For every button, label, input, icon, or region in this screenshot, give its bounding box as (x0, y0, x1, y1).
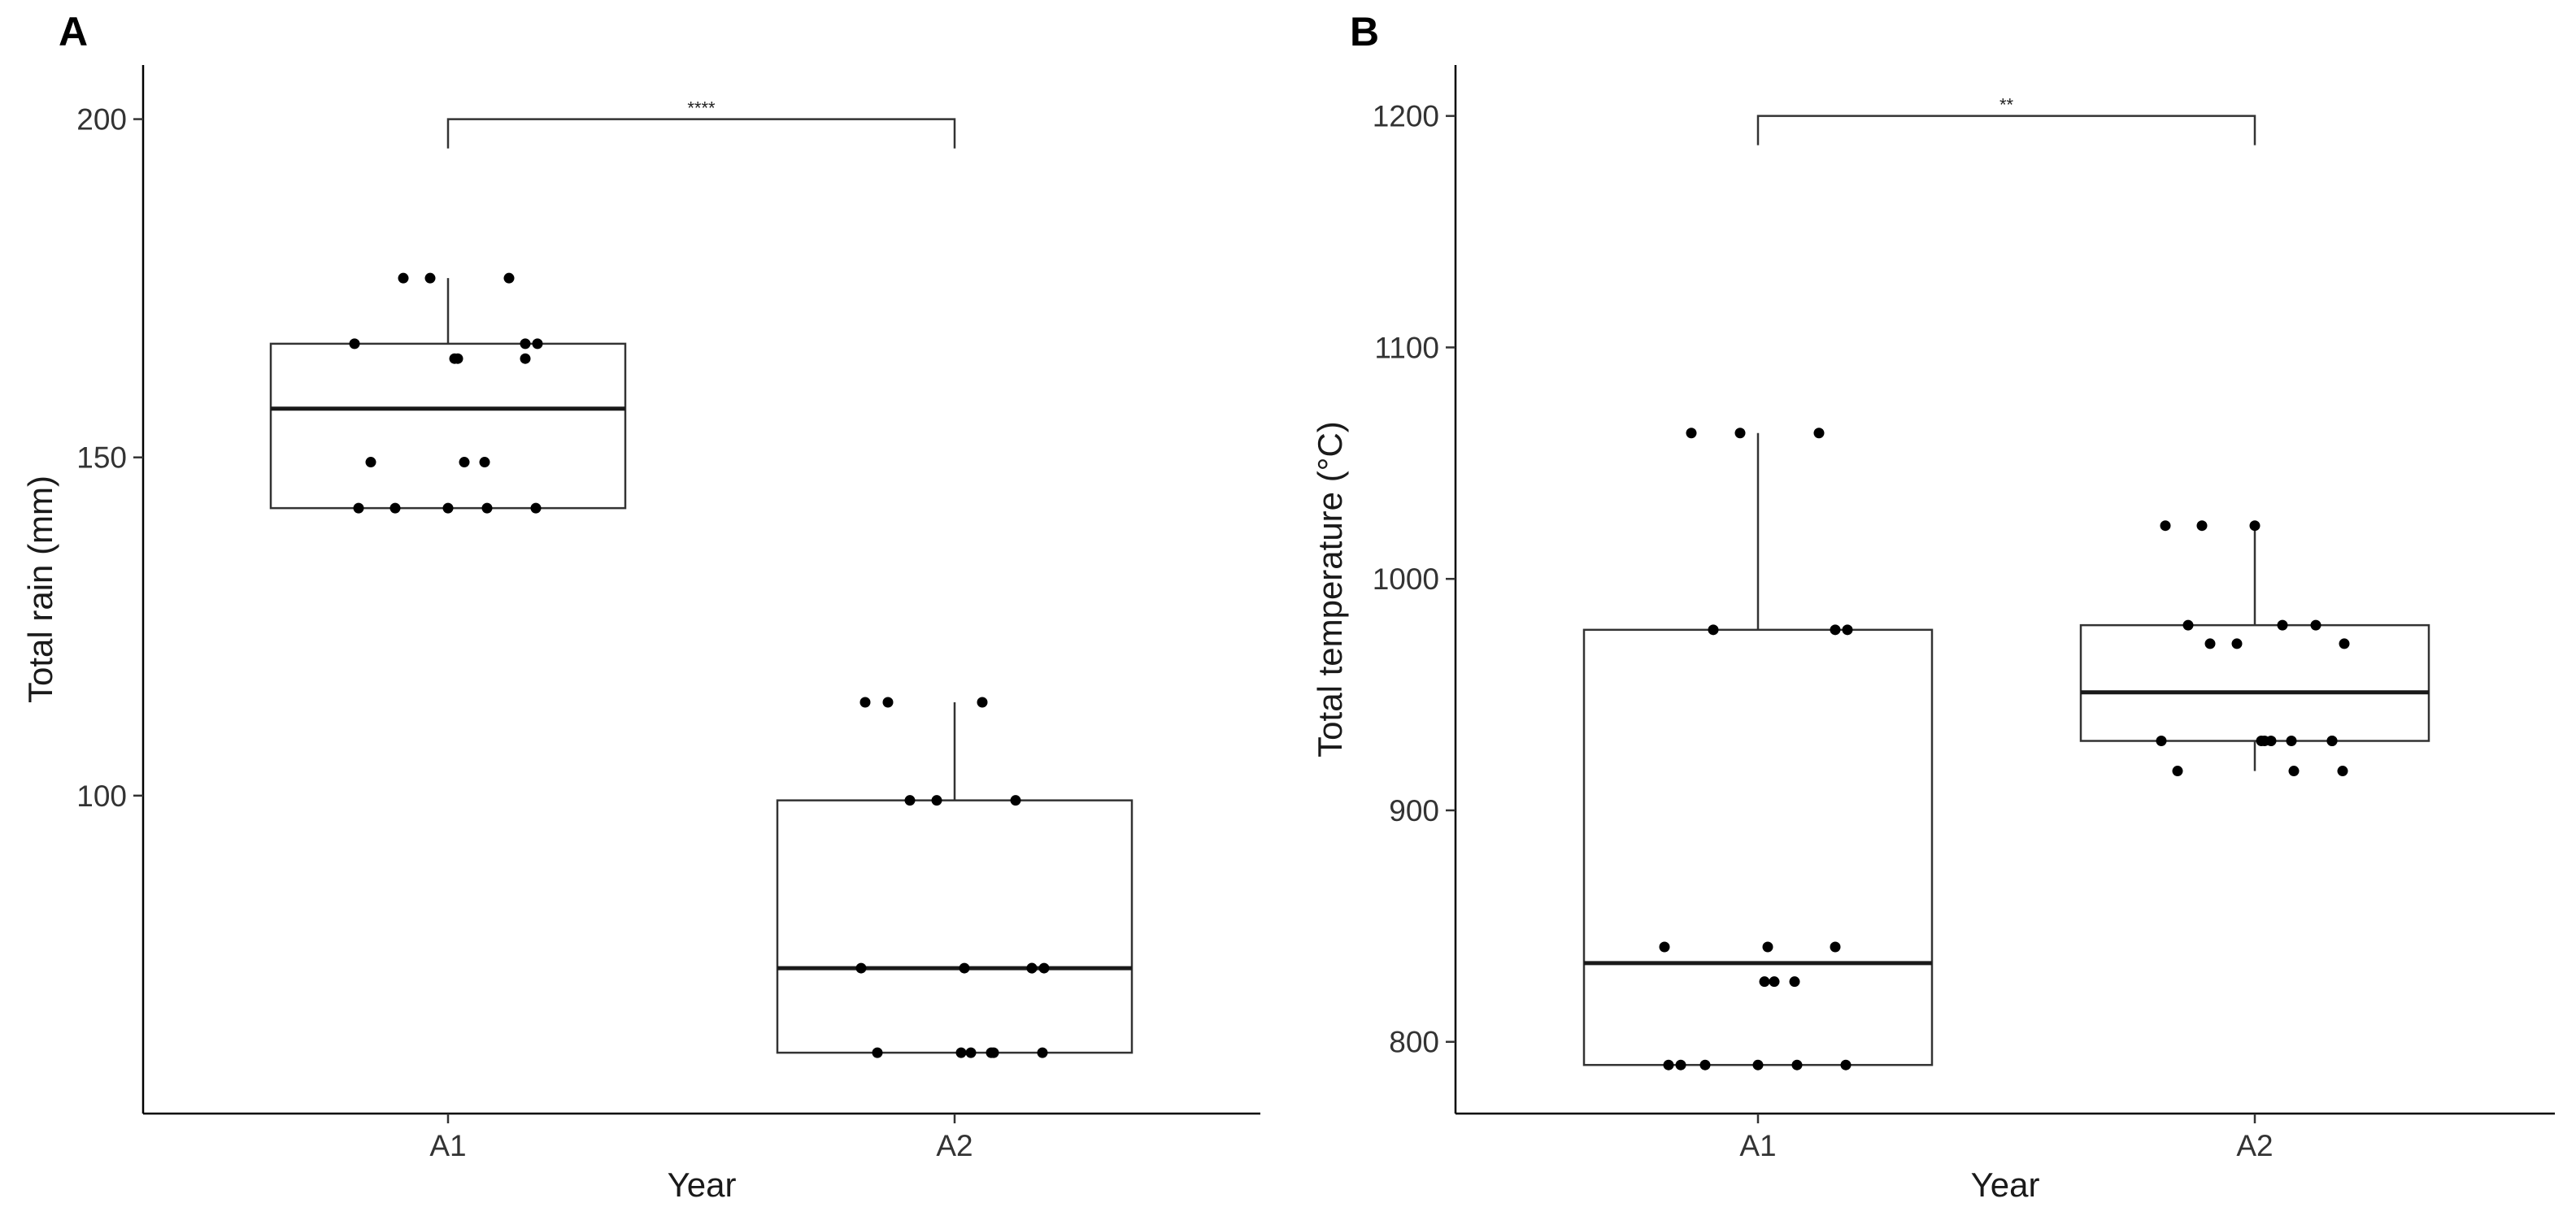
panel-label: B (1350, 9, 1379, 54)
data-point (2277, 619, 2288, 631)
box-body (776, 799, 1134, 1054)
data-point (2231, 638, 2243, 649)
data-point (1769, 976, 1780, 988)
y-tick-label: 150 (76, 441, 127, 475)
data-point (481, 502, 493, 514)
data-point (2160, 520, 2171, 532)
box-a2 (2079, 525, 2430, 771)
x-tick-label: A2 (2236, 1129, 2273, 1162)
data-point (1762, 941, 1773, 953)
data-point (1037, 1047, 1048, 1058)
data-point (1830, 624, 1841, 636)
data-point (882, 697, 894, 708)
y-tick-label: 100 (76, 780, 127, 813)
data-point (1791, 1059, 1803, 1070)
data-point (1699, 1059, 1711, 1070)
data-point (1842, 624, 1853, 636)
data-point (365, 457, 376, 468)
data-point (2288, 766, 2300, 777)
panel-label: A (59, 9, 88, 54)
data-point (2339, 638, 2350, 649)
data-point (398, 272, 409, 284)
data-point (479, 457, 490, 468)
data-point (2196, 520, 2208, 532)
data-point (2156, 736, 2167, 747)
data-point (955, 1047, 967, 1058)
y-axis-title: Total temperature (°C) (1311, 421, 1349, 758)
data-point (1813, 428, 1825, 439)
significance-bracket (1756, 115, 2256, 145)
y-tick-label: 800 (1389, 1026, 1439, 1059)
x-tick-label: A2 (936, 1129, 973, 1162)
y-tick-label: 1200 (1373, 100, 1439, 133)
data-point (1708, 624, 1719, 636)
data-point (965, 1047, 977, 1058)
data-point (1789, 976, 1800, 988)
data-point (2249, 520, 2261, 532)
data-point (2337, 766, 2348, 777)
data-point (353, 502, 364, 514)
y-tick-label: 1100 (1374, 331, 1439, 364)
significance-bracket (446, 118, 956, 149)
data-point (459, 457, 470, 468)
y-tick-label: 1000 (1373, 562, 1439, 596)
data-point (1663, 1059, 1674, 1070)
box-a1 (1582, 432, 1934, 1066)
data-point (1659, 941, 1670, 953)
data-point (1675, 1059, 1686, 1070)
data-point (904, 795, 916, 806)
data-point (1759, 976, 1770, 988)
data-point (2286, 736, 2297, 747)
x-tick-label: A1 (1739, 1129, 1776, 1162)
data-point (2204, 638, 2216, 649)
data-point (855, 962, 867, 974)
x-axis-title: Year (1971, 1166, 2040, 1204)
data-point (2259, 736, 2270, 747)
data-point (520, 338, 531, 350)
data-point (931, 795, 942, 806)
data-point (986, 1047, 997, 1058)
box-body (2079, 623, 2430, 742)
data-point (959, 962, 970, 974)
data-point (389, 502, 401, 514)
box-a2 (776, 701, 1134, 1054)
data-point (1830, 941, 1841, 953)
data-point (977, 697, 988, 708)
y-tick-label: 200 (76, 103, 127, 137)
data-point (530, 502, 542, 514)
data-point (1038, 962, 1050, 974)
data-point (532, 338, 543, 350)
data-point (1026, 962, 1038, 974)
data-point (2326, 736, 2338, 747)
data-point (2182, 619, 2194, 631)
data-point (872, 1047, 883, 1058)
data-point (1010, 795, 1021, 806)
chart-panel-b: B 800 900 1000 1100 1200 A1 A2 Year Total tempera… (1311, 9, 2555, 1204)
data-point (2310, 619, 2321, 631)
data-point (520, 353, 531, 364)
significance-label: ** (1999, 95, 2014, 115)
box-a1 (269, 278, 627, 510)
data-point (349, 338, 360, 350)
data-point (452, 353, 463, 364)
data-point (424, 272, 436, 284)
data-point (1840, 1059, 1852, 1070)
data-point (503, 272, 515, 284)
box-body (269, 342, 627, 510)
box-body (1582, 628, 1934, 1066)
data-point (1734, 428, 1746, 439)
chart-panel-a: A 100 150 200 A1 A2 Year Total rain (mm) **** (21, 9, 1260, 1204)
data-point (2172, 766, 2183, 777)
data-point (1686, 428, 1697, 439)
y-axis-title: Total rain (mm) (21, 476, 59, 703)
data-point (442, 502, 454, 514)
y-tick-label: 900 (1389, 794, 1439, 827)
x-tick-label: A1 (429, 1129, 466, 1162)
data-point (859, 697, 871, 708)
x-axis-title: Year (668, 1166, 737, 1204)
data-point (1752, 1059, 1764, 1070)
significance-label: **** (687, 98, 716, 119)
